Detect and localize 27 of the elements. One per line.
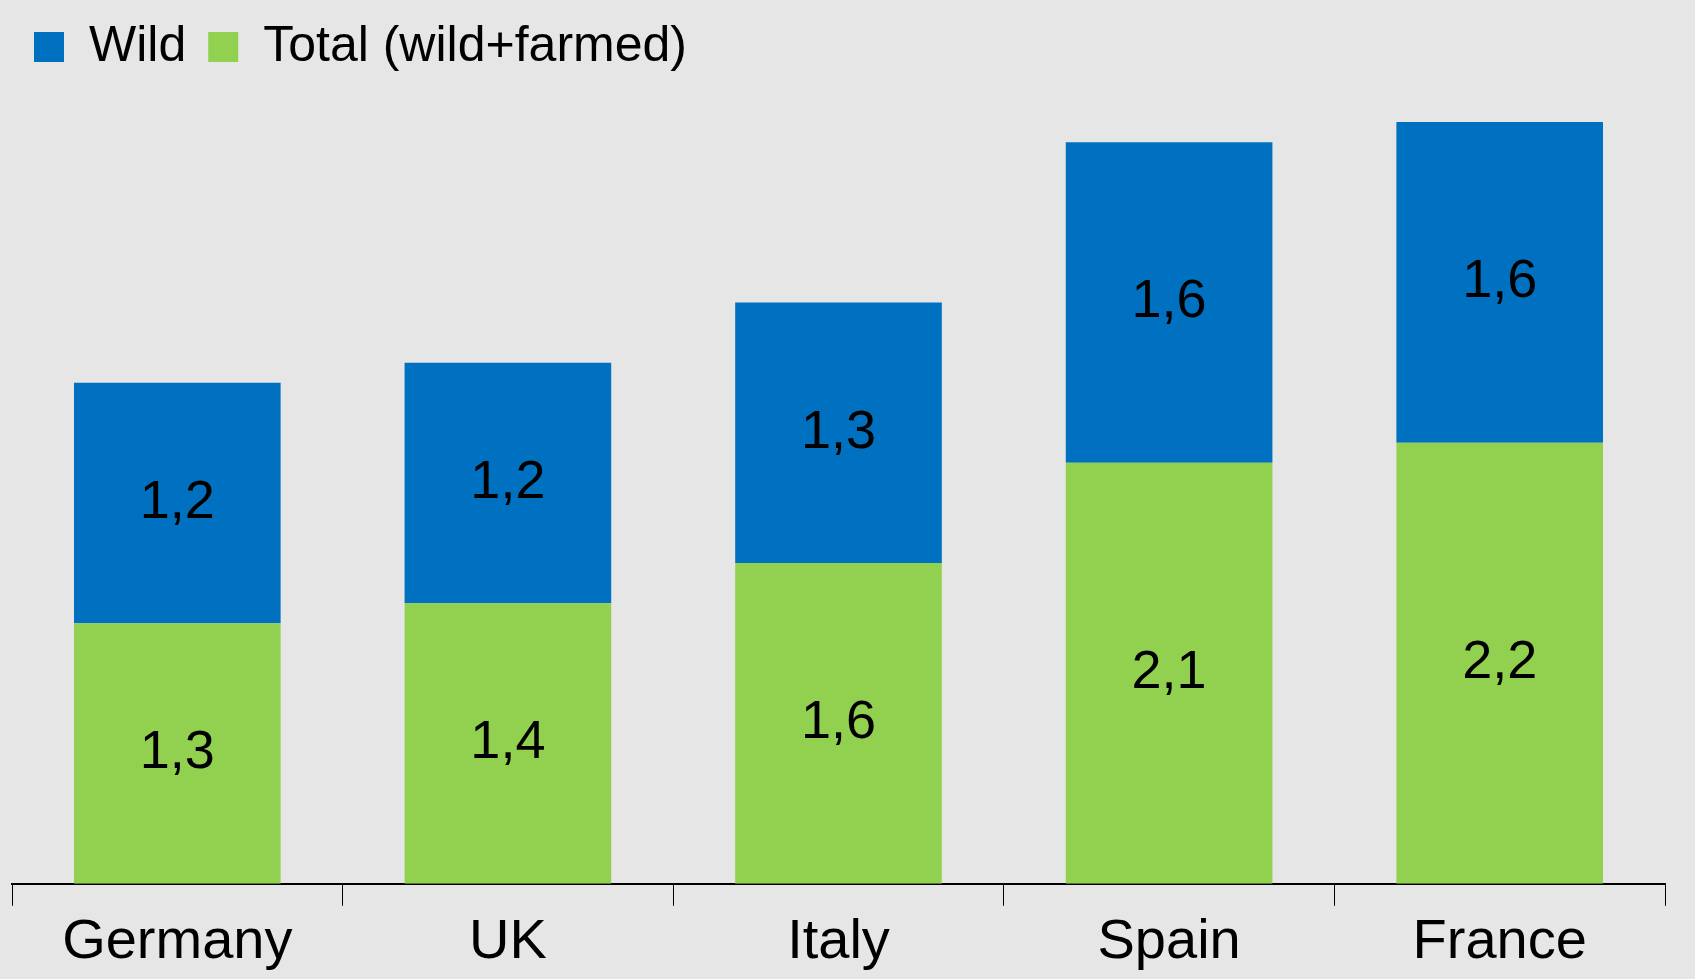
- x-tick-label: France: [1412, 906, 1587, 970]
- data-label: 1,4: [470, 709, 546, 770]
- bar: [73, 382, 281, 624]
- bar: [404, 362, 612, 604]
- bar: [404, 603, 612, 884]
- data-label: 1,3: [139, 719, 215, 780]
- x-tick-label: UK: [469, 906, 547, 970]
- data-label: 1,6: [1462, 248, 1538, 309]
- data-label: 1,3: [800, 398, 877, 459]
- data-label: 2,1: [1131, 639, 1207, 700]
- x-tick-label: Italy: [787, 906, 890, 970]
- legend-label: Total (wild+farmed): [263, 15, 687, 72]
- bar: [73, 623, 281, 884]
- bar: [1065, 462, 1273, 884]
- legend-label: Wild: [89, 15, 187, 72]
- bar: [1065, 142, 1273, 463]
- x-tick-label: Germany: [62, 906, 293, 970]
- data-label: 1,6: [800, 689, 877, 750]
- data-label: 1,2: [139, 468, 215, 529]
- data-label: 1,6: [1131, 268, 1207, 329]
- bar: [1396, 442, 1604, 884]
- data-label: 1,2: [470, 448, 546, 509]
- x-tick-label: Spain: [1097, 906, 1241, 970]
- bar: [735, 563, 942, 884]
- data-label: 2,2: [1462, 629, 1538, 690]
- bar: [735, 302, 942, 564]
- bar: [1396, 122, 1604, 443]
